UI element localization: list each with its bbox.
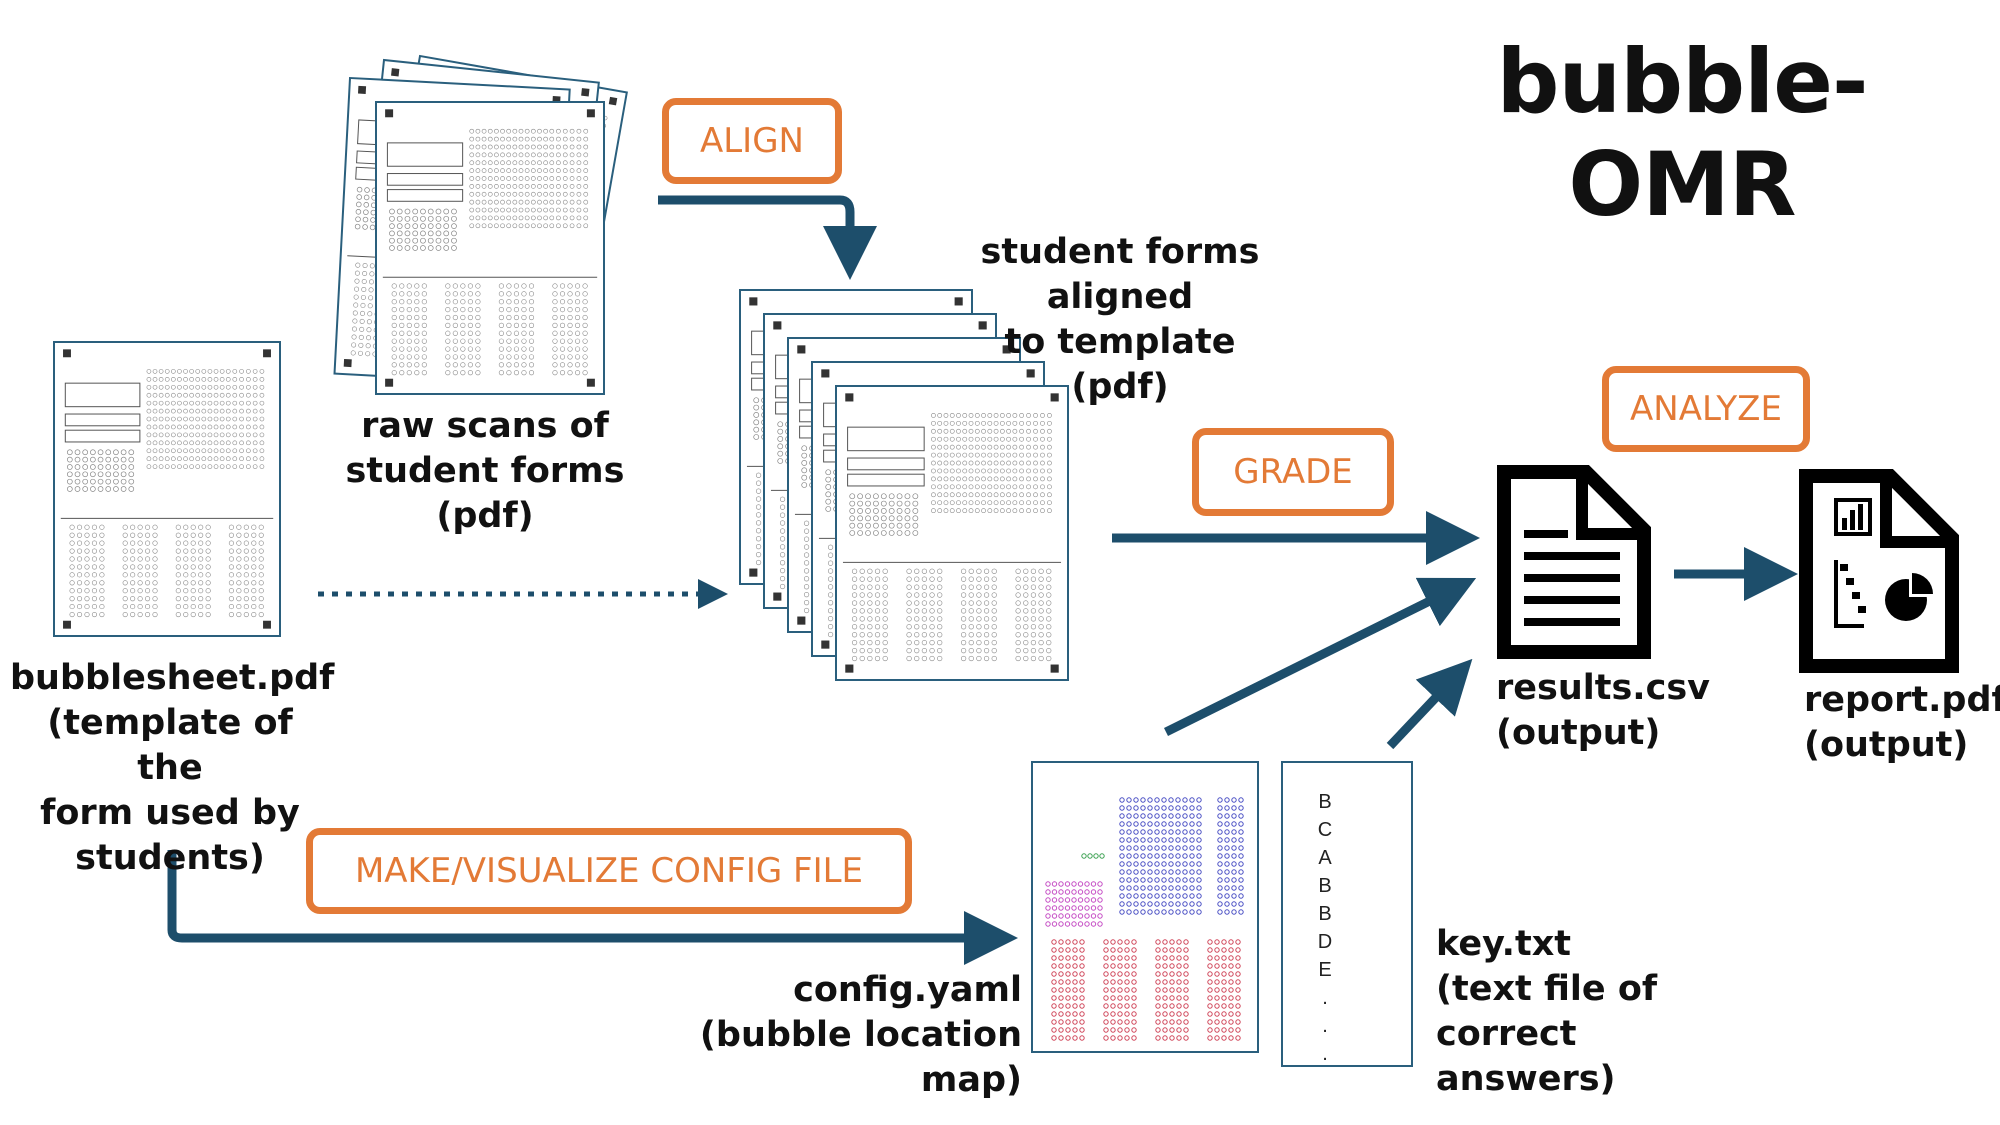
config-id-bubbles <box>1217 797 1244 915</box>
config-yaml-thumbnail <box>1031 761 1259 1053</box>
gantt-chart-icon <box>1834 560 1866 628</box>
config-answer-bubbles <box>1155 939 1189 1041</box>
key-letter: . <box>1322 1015 1328 1037</box>
key-label: key.txt (text file of correct answers) <box>1436 924 1658 1099</box>
config-answer-bubbles <box>1103 939 1137 1041</box>
key-letter: B <box>1318 791 1332 813</box>
config-step: MAKE/VISUALIZE CONFIG FILE <box>306 828 912 914</box>
raw-scans-label: raw scans of student forms (pdf) <box>345 406 625 536</box>
aligned-sheet <box>835 385 1069 681</box>
aligned-label: student forms aligned to template (pdf) <box>980 232 1260 407</box>
align-step: ALIGN <box>662 98 842 184</box>
bar-chart-icon <box>1834 498 1872 536</box>
template-sheet <box>53 341 281 637</box>
pie-chart-icon <box>1885 573 1933 621</box>
key-letter: C <box>1317 819 1333 841</box>
report-pdf-icon <box>1799 469 1959 673</box>
aligned-forms-stack <box>739 289 1069 681</box>
config-answer-bubbles <box>1051 939 1085 1041</box>
config-arrow <box>167 850 1018 965</box>
align-arrow <box>658 195 877 280</box>
key-letter: B <box>1318 903 1332 925</box>
config-to-results-arrow <box>1163 577 1477 737</box>
key-letter: B <box>1318 875 1332 897</box>
key-letter: A <box>1318 847 1332 869</box>
config-student-number-bubbles <box>1045 881 1103 927</box>
key-letter: . <box>1322 1043 1328 1065</box>
key-letters-list: B C A B B D E . . . <box>1310 788 1340 1068</box>
config-label: config.yaml (bubble location map) <box>699 970 1022 1100</box>
config-version-bubbles <box>1081 853 1105 859</box>
key-letter: . <box>1322 987 1328 1009</box>
config-answer-bubbles <box>1207 939 1241 1041</box>
bubblesheet-label: bubblesheet.pdf (template of the form us… <box>10 658 335 878</box>
analyze-step: ANALYZE <box>1602 366 1810 452</box>
report-label: report.pdf (output) <box>1804 680 2000 765</box>
grade-step: GRADE <box>1192 428 1394 516</box>
raw-scan-sheet <box>375 101 605 395</box>
config-name-bubbles <box>1119 797 1202 915</box>
key-txt-thumbnail <box>1281 761 1413 1067</box>
results-csv-icon <box>1497 465 1651 659</box>
key-letter: D <box>1317 931 1333 953</box>
results-label: results.csv (output) <box>1496 668 1710 753</box>
diagram-title: bubble-OMR <box>1496 30 1869 236</box>
key-to-results-arrow <box>1386 658 1473 750</box>
bubblesheet-template-thumbnail <box>53 341 281 637</box>
key-letter: E <box>1318 959 1332 981</box>
raw-scans-stack <box>333 54 628 395</box>
